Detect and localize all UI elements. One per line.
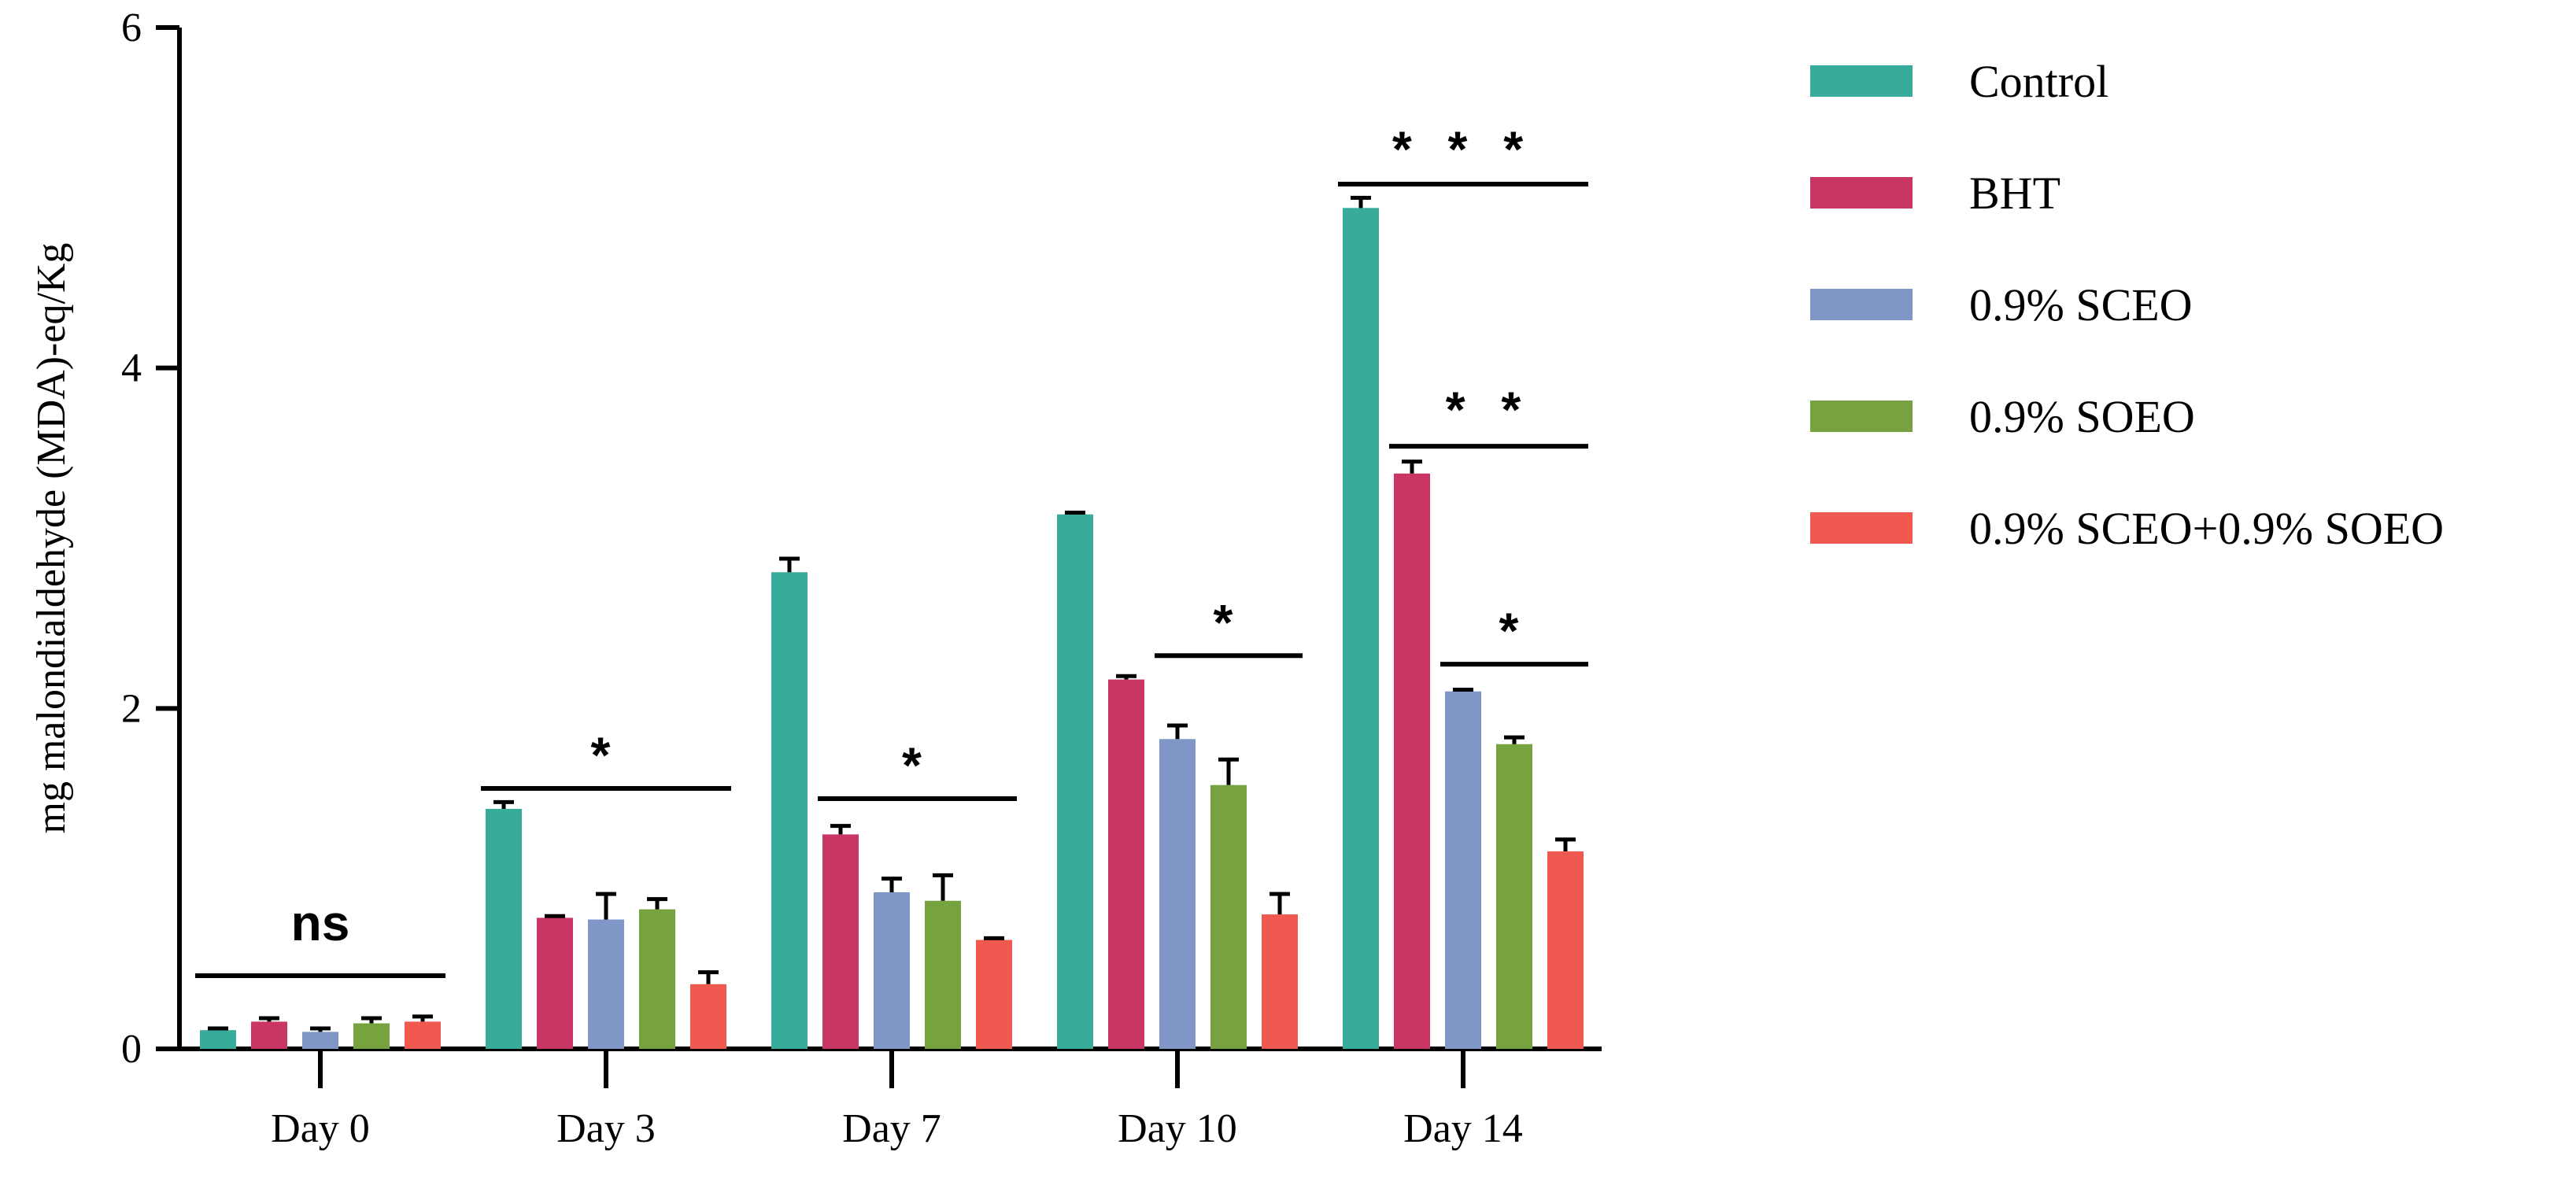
error-bar (881, 877, 902, 892)
error-bar (1555, 837, 1576, 852)
error-bar (1402, 460, 1422, 474)
legend-swatch (1810, 401, 1913, 432)
significance-label: * * (1446, 381, 1532, 437)
bar (822, 834, 859, 1049)
error-bar (698, 970, 719, 984)
bar (639, 909, 675, 1049)
bar (925, 900, 961, 1049)
legend-label: Control (1969, 56, 2108, 107)
y-axis-label: mg malondialdehyde (MDA)-eq/Kg (29, 243, 74, 834)
bar (1547, 851, 1584, 1049)
legend-label: 0.9% SCEO+0.9% SOEO (1969, 503, 2444, 554)
error-bar (933, 873, 953, 901)
x-tick-label: Day 7 (842, 1106, 941, 1151)
error-bar (779, 556, 800, 573)
legend-swatch (1810, 289, 1913, 320)
error-bar (1270, 892, 1290, 915)
error-bar (310, 1026, 331, 1032)
error-bar (1351, 195, 1371, 209)
significance-label: * (1499, 603, 1530, 659)
legend-label: BHT (1969, 168, 2060, 219)
legend-label: 0.9% SCEO (1969, 279, 2193, 330)
error-bar (1065, 511, 1085, 515)
bar (1394, 473, 1430, 1049)
x-tick-label: Day 3 (556, 1106, 656, 1151)
bar (874, 892, 910, 1049)
error-bar (1116, 674, 1136, 680)
bar (588, 919, 624, 1049)
significance-label: ns (291, 895, 350, 951)
legend-label: 0.9% SOEO (1969, 391, 2195, 442)
error-bar (545, 914, 565, 918)
bar (771, 572, 808, 1049)
error-bar (259, 1016, 279, 1022)
error-bar (830, 824, 851, 835)
legend-swatch (1810, 65, 1913, 97)
significance-label: * (902, 737, 933, 794)
error-bar (647, 897, 667, 910)
error-bar (493, 799, 514, 809)
bar (1262, 914, 1298, 1049)
error-bar (208, 1026, 228, 1031)
x-tick-label: Day 0 (271, 1106, 370, 1151)
bar (537, 917, 573, 1049)
bar (251, 1021, 287, 1049)
legend-swatch (1810, 512, 1913, 544)
error-bar (1453, 688, 1473, 692)
x-tick-label: Day 10 (1118, 1106, 1237, 1151)
x-tick-label: Day 14 (1403, 1106, 1523, 1151)
significance-label: * (591, 727, 622, 784)
error-bar (1218, 757, 1239, 785)
bar (405, 1021, 441, 1049)
y-tick-label: 4 (121, 346, 142, 391)
error-bar (1167, 723, 1188, 740)
bar (353, 1023, 390, 1049)
bar (1343, 208, 1379, 1049)
plot-area: 0 2 4 6 mg malondialdehyde (MDA)-eq/Kg Day 0 D… (29, 6, 1602, 1151)
bar (200, 1030, 236, 1049)
bar (1210, 784, 1247, 1049)
error-bar (984, 936, 1004, 940)
bar (1496, 744, 1532, 1049)
bar (976, 940, 1012, 1049)
legend-swatch (1810, 177, 1913, 209)
error-bar (596, 892, 616, 920)
bar (1108, 679, 1144, 1049)
legend: Control BHT 0.9% SCEO 0.9% SOEO 0.9% SCEO+0.… (1810, 56, 2444, 554)
bar (302, 1032, 338, 1049)
bar (1159, 739, 1196, 1049)
significance-label: * (1214, 594, 1244, 651)
error-bar (361, 1016, 382, 1024)
bar (486, 808, 522, 1049)
error-bar (1504, 735, 1525, 744)
y-tick-label: 2 (121, 686, 142, 731)
bar (1445, 691, 1481, 1049)
bar (1057, 514, 1093, 1049)
y-tick-label: 0 (121, 1027, 142, 1072)
error-bar (412, 1014, 433, 1022)
bar (690, 984, 726, 1049)
y-tick-label: 6 (121, 6, 142, 50)
significance-label: * * * (1392, 120, 1534, 177)
